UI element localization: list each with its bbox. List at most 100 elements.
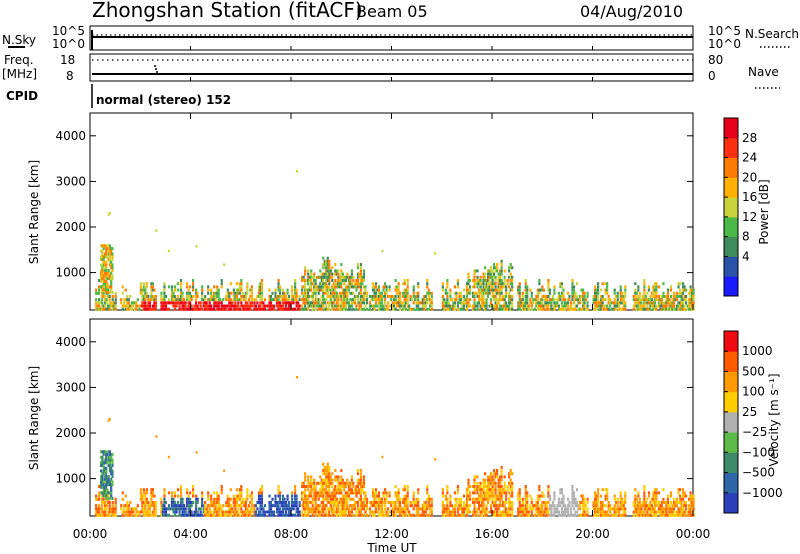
power-cell [349,278,352,282]
velocity-cell [260,513,264,517]
velocity-cell [216,491,219,495]
power-cell [455,294,458,298]
power-cell [653,307,657,311]
velocity-cell [121,513,124,517]
power-cell [310,275,313,279]
power-cell [291,301,294,305]
power-cell [207,307,210,311]
power-cell [479,285,482,289]
power-cell [393,307,396,311]
velocity-cell [101,477,104,481]
power-cell [237,307,240,311]
power-cell [509,275,512,279]
velocity-cell [449,510,452,514]
velocity-cell [244,510,247,514]
velocity-cell [482,481,485,485]
velocity-cell [459,507,463,511]
power-cell [606,288,609,292]
velocity-cell [632,510,635,514]
power-cell [572,301,576,305]
velocity-cell [329,497,332,501]
power-cell [494,291,497,295]
power-cell [338,304,341,308]
velocity-cell [326,481,329,485]
velocity-cell [459,504,463,508]
power-cell [317,307,320,311]
power-cell [624,301,627,305]
power-cell [424,304,427,308]
velocity-cell [164,507,168,511]
power-cell [480,307,484,311]
velocity-cell [182,510,186,514]
velocity-cell [307,513,310,517]
velocity-cell [503,500,506,504]
velocity-cell [329,481,332,485]
power-cell [228,298,231,302]
power-cell [225,294,228,298]
power-cell [476,275,479,279]
velocity-cell [102,483,105,487]
power-cell [204,301,207,305]
power-cell [148,304,151,308]
power-cell [374,301,378,305]
power-cell [497,301,500,305]
freq-tick-bottom: 8 [66,69,74,83]
power-cell [376,298,379,302]
velocity-cell [665,507,668,511]
power-cell [619,307,622,311]
velocity-cell [690,504,694,508]
velocity-cell [237,507,240,511]
velocity-cell [170,500,174,504]
power-cell [130,307,133,311]
velocity-cell [304,475,307,479]
velocity-cell [286,497,289,501]
power-cell [493,266,496,270]
power-cell [272,298,276,302]
power-cell [505,291,508,295]
power-cell [666,291,670,295]
velocity-cell [147,510,150,514]
power-cell [477,291,481,295]
velocity-cell [133,507,136,511]
velocity-cell [397,488,400,492]
power-cell [562,294,565,298]
velocity-cell [353,507,357,511]
power-cell [103,288,107,292]
power-cell [503,282,506,286]
velocity-cell [544,500,547,504]
power-cell [257,294,261,298]
velocity-cell [374,507,378,511]
power-cell [307,307,310,311]
velocity-cell [181,510,184,514]
velocity-cell [232,500,235,504]
velocity-cell [524,510,527,514]
power-cell [545,298,548,302]
velocity-cell [102,510,105,514]
power-cell [539,301,542,305]
power-cell [383,294,387,298]
power-cell [517,304,520,308]
power-cell [246,282,249,286]
power-cell [362,291,366,295]
power-cell [176,298,180,302]
power-cell [103,244,107,248]
power-cell [499,269,502,273]
power-cell [304,272,307,276]
power-cell [138,304,141,308]
power-cell [659,304,662,308]
velocity-cell [405,507,408,511]
power-cell [467,288,470,292]
velocity-cell [523,513,526,517]
power-cell [337,301,340,305]
velocity-cell [506,513,509,517]
power-cell [283,291,286,295]
velocity-cell [649,507,652,511]
power-cell [100,249,103,253]
power-cell [105,263,108,267]
ytick-label: 1000 [55,266,86,280]
power-cell [316,304,319,308]
velocity-cell [486,484,490,488]
velocity-cell [497,504,500,508]
velocity-cell [201,491,204,495]
velocity-cell [418,513,421,517]
